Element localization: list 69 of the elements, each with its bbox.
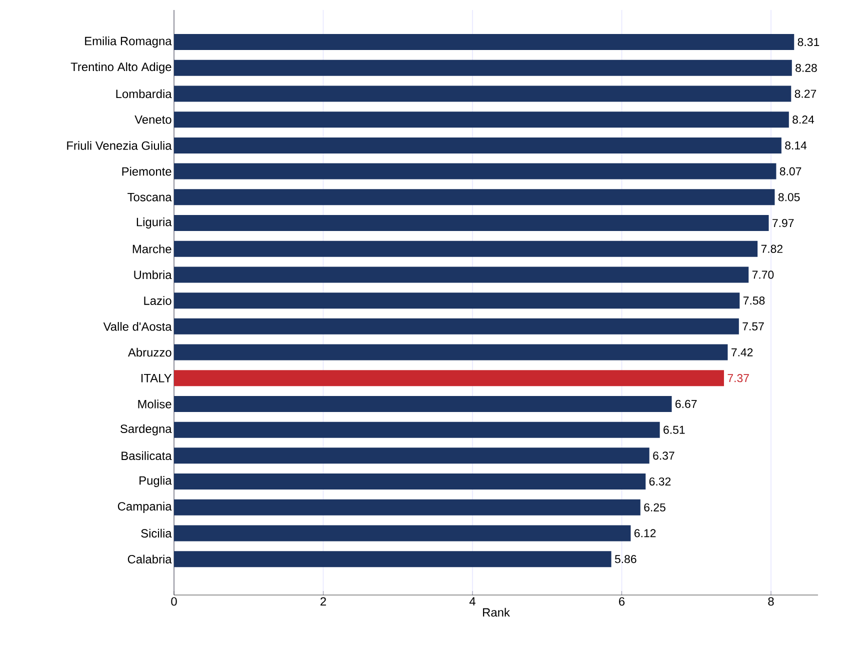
bar <box>174 318 739 334</box>
y-tick-label: Liguria <box>136 217 172 229</box>
bar <box>174 525 631 542</box>
x-tick-label: 2 <box>320 597 326 606</box>
y-tick-label: Puglia <box>140 476 172 488</box>
bar <box>174 292 740 309</box>
bar <box>174 396 672 412</box>
y-tick-label: Veneto <box>134 115 172 124</box>
y-tick-label: Lombardia <box>116 89 172 98</box>
bar <box>174 137 782 154</box>
bar <box>174 112 789 128</box>
data-label: 7.97 <box>772 218 794 228</box>
data-label: 6.25 <box>644 503 666 512</box>
data-label: 7.58 <box>743 296 765 305</box>
y-tick-label: Campania <box>118 502 172 513</box>
bar <box>174 422 660 438</box>
y-tick-label: Marche <box>132 244 172 254</box>
data-label: 8.31 <box>798 38 820 46</box>
bar <box>174 189 775 206</box>
bar <box>174 474 646 490</box>
y-tick-label: Valle d'Aosta <box>103 322 172 331</box>
bar <box>174 448 650 464</box>
bar <box>174 240 758 257</box>
bar <box>174 370 724 386</box>
y-tick-label: Friuli Venezia Giulia <box>67 141 172 150</box>
y-tick-label: Calabria <box>128 554 172 564</box>
y-tick-label: Sicilia <box>141 528 172 538</box>
y-tick-label: Molise <box>138 400 172 408</box>
y-tick-label: Piemonte <box>122 166 172 176</box>
x-axis-title: Rank <box>483 608 510 617</box>
x-tick-label: 4 <box>469 597 476 606</box>
x-tick-label: 0 <box>171 597 177 606</box>
bar <box>174 86 792 102</box>
y-tick-label: Toscana <box>128 192 172 202</box>
data-label: 7.37 <box>728 374 749 382</box>
bar <box>174 215 769 232</box>
data-label: 6.32 <box>649 477 671 486</box>
data-label: 6.12 <box>634 529 656 538</box>
x-tick-label: 6 <box>619 597 625 606</box>
data-label: 8.24 <box>792 116 814 124</box>
bar <box>174 551 612 568</box>
data-label: 7.82 <box>761 244 782 253</box>
x-tick-label: 8 <box>768 597 774 606</box>
data-label: 8.14 <box>785 141 807 150</box>
data-label: 6.37 <box>653 452 674 460</box>
bar <box>174 163 776 180</box>
data-label: 7.70 <box>752 270 774 279</box>
data-label: 6.51 <box>664 426 685 434</box>
data-label: 8.27 <box>794 90 816 98</box>
y-tick-label: Abruzzo <box>128 348 172 357</box>
bar <box>174 499 640 516</box>
y-tick-label: Umbria <box>134 270 172 280</box>
data-label: 7.42 <box>732 348 753 356</box>
data-label: 7.57 <box>742 322 764 330</box>
data-label: 6.67 <box>676 400 697 408</box>
bar <box>174 344 728 360</box>
y-tick-label: Lazio <box>144 296 172 305</box>
bar <box>174 266 749 283</box>
data-label: 8.07 <box>780 167 802 176</box>
y-tick-label: ITALY <box>141 374 172 382</box>
y-tick-label: Trentino Alto Adige <box>70 62 172 74</box>
y-tick-label: Sardegna <box>120 424 172 436</box>
data-label: 5.86 <box>614 555 636 564</box>
bar <box>174 34 794 50</box>
bar <box>174 60 792 76</box>
y-tick-label: Emilia Romagna <box>85 36 172 48</box>
data-label: 8.05 <box>778 193 800 202</box>
y-tick-label: Basilicata <box>122 451 172 460</box>
data-label: 8.28 <box>796 64 817 72</box>
